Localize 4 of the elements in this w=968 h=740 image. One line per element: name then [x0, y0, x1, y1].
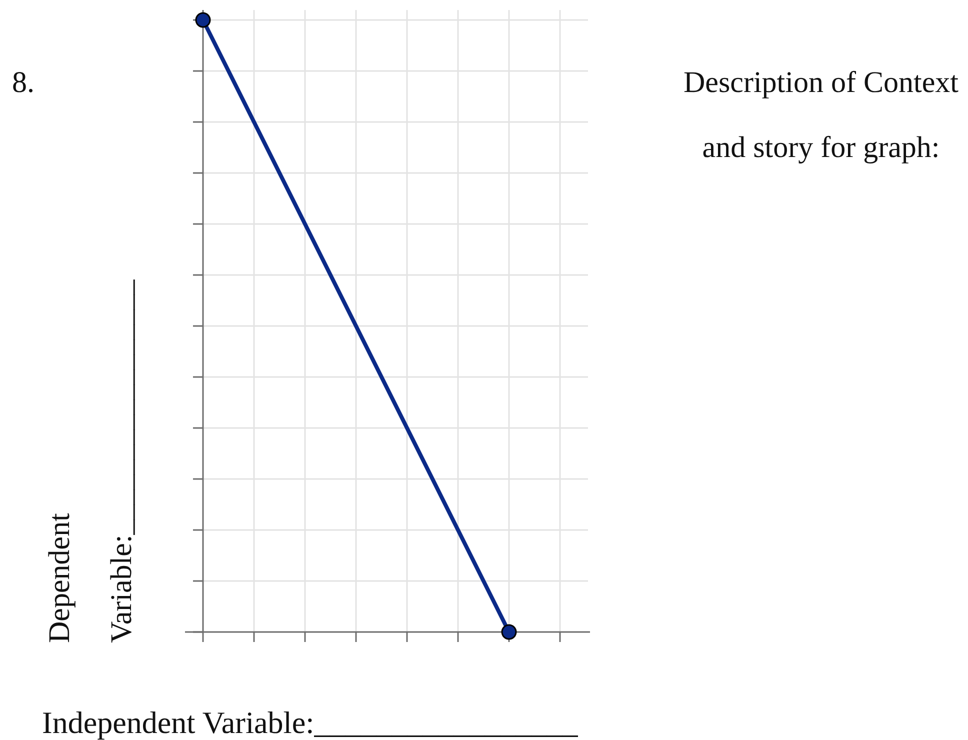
text: Description of Context and story for graph: — [682, 65, 960, 166]
x-axis-title: Independent Variable:_________________ — [42, 705, 578, 740]
y-axis-title: Dependent Variable:_________________ — [42, 278, 139, 643]
text: 8. — [12, 66, 36, 99]
